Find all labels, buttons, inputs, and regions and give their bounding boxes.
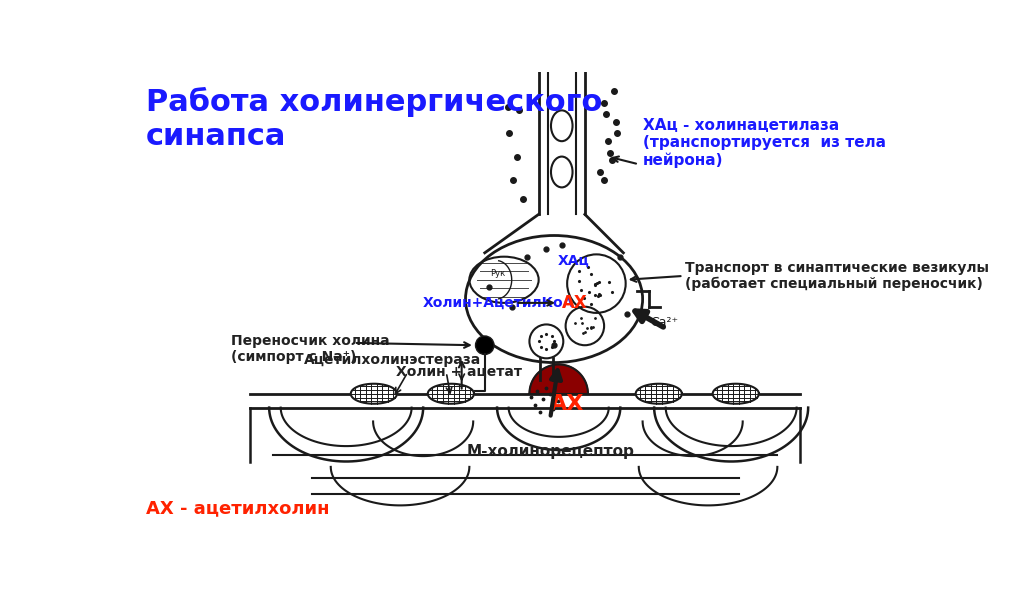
Polygon shape <box>636 384 682 404</box>
Polygon shape <box>351 384 397 404</box>
Polygon shape <box>428 384 474 404</box>
Text: Транспорт в синаптические везикулы
(работает специальный переносчик): Транспорт в синаптические везикулы (рабо… <box>685 261 989 291</box>
Text: Переносчик холина
(симпорт с Na⁺): Переносчик холина (симпорт с Na⁺) <box>230 334 389 364</box>
Circle shape <box>475 336 494 355</box>
Text: Работа холинергического
синапса: Работа холинергического синапса <box>146 87 602 151</box>
Text: ХАц - холинацетилаза
(транспортируется  из тела
нейрона): ХАц - холинацетилаза (транспортируется и… <box>643 118 886 168</box>
Text: Холин+АцетилКоА: Холин+АцетилКоА <box>423 296 574 310</box>
Text: АХ: АХ <box>562 294 588 312</box>
Text: АХ: АХ <box>550 394 585 414</box>
Text: Рук: Рук <box>490 269 506 278</box>
Text: М-холинорецептор: М-холинорецептор <box>467 444 635 459</box>
Text: Ацетилхолинэстераза: Ацетилхолинэстераза <box>304 353 481 367</box>
Polygon shape <box>529 364 588 394</box>
Text: Холин + ацетат: Холин + ацетат <box>396 365 522 379</box>
Text: АХ - ацетилхолин: АХ - ацетилхолин <box>146 499 330 517</box>
Text: ХАц: ХАц <box>558 253 590 268</box>
Text: Ca²⁺: Ca²⁺ <box>650 316 679 329</box>
Polygon shape <box>713 384 759 404</box>
